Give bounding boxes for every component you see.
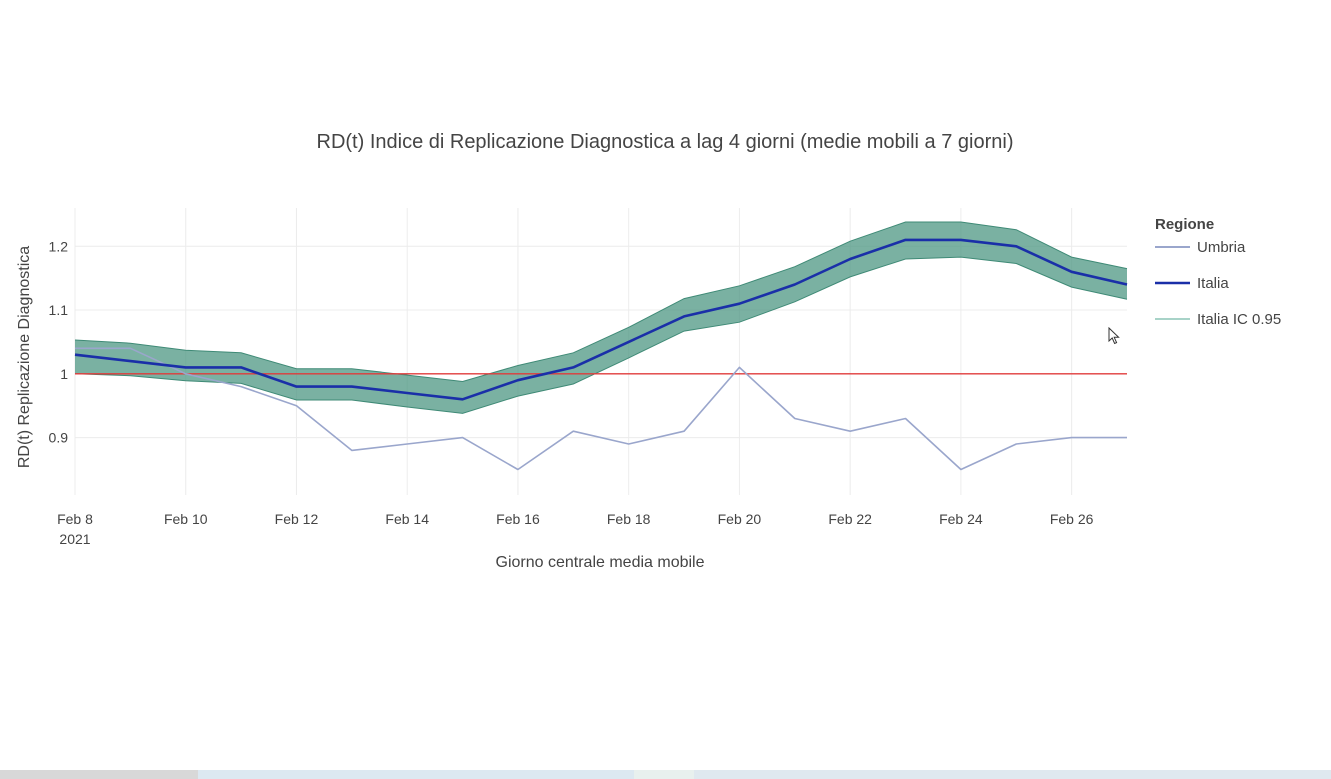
y-tick-label: 1.2 — [49, 238, 69, 254]
legend-item-umbria[interactable]: Umbria — [1155, 239, 1246, 256]
x-tick-label: Feb 8 — [57, 511, 93, 527]
y-axis-title: RD(t) Replicazione Diagnostica — [16, 246, 33, 468]
y-tick-label: 0.9 — [49, 430, 69, 446]
mouse-pointer-icon — [1108, 326, 1120, 350]
legend-title: Regione — [1155, 216, 1214, 233]
confidence-band-upper — [74, 221, 1128, 383]
legend-label: Italia — [1197, 275, 1229, 292]
strip-segment — [0, 770, 198, 779]
legend-item-italia-ic-0-95[interactable]: Italia IC 0.95 — [1155, 311, 1281, 328]
chart-title: RD(t) Indice di Replicazione Diagnostica… — [317, 131, 1014, 153]
x-axis-ticks: Feb 8 2021 Feb 10 Feb 12 Feb 14 Feb 16 Feb 18 F… — [57, 511, 1094, 547]
legend-label: Italia IC 0.95 — [1197, 311, 1281, 328]
x-tick-label: Feb 16 — [496, 511, 540, 527]
legend-label: Umbria — [1197, 239, 1246, 256]
confidence-band-lower — [74, 256, 1128, 414]
x-tick-label: Feb 26 — [1050, 511, 1094, 527]
x-tick-label: Feb 20 — [718, 511, 762, 527]
legend-item-italia[interactable]: Italia — [1155, 275, 1229, 292]
strip-segment — [198, 770, 634, 779]
series-line-umbria — [75, 347, 1127, 471]
x-tick-label: Feb 24 — [939, 511, 983, 527]
y-tick-label: 1 — [60, 366, 68, 382]
x-tick-sublabel: 2021 — [59, 531, 90, 547]
series-line-italia — [74, 238, 1128, 401]
confidence-band — [74, 221, 1128, 414]
x-tick-label: Feb 22 — [828, 511, 872, 527]
x-axis-title: Giorno centrale media mobile — [496, 554, 705, 571]
series-lines — [74, 238, 1128, 471]
x-tick-label: Feb 14 — [385, 511, 429, 527]
y-tick-label: 1.1 — [49, 302, 69, 318]
x-tick-label: Feb 10 — [164, 511, 208, 527]
strip-segment — [694, 770, 1331, 779]
bottom-strip — [0, 770, 1331, 779]
y-axis-ticks: 0.9 1 1.1 1.2 — [49, 238, 69, 445]
x-tick-label: Feb 12 — [275, 511, 319, 527]
confidence-band-area — [75, 222, 1127, 414]
strip-segment — [634, 770, 694, 779]
legend[interactable]: Regione Umbria Italia Italia IC 0.95 — [1155, 216, 1281, 328]
x-tick-label: Feb 18 — [607, 511, 651, 527]
